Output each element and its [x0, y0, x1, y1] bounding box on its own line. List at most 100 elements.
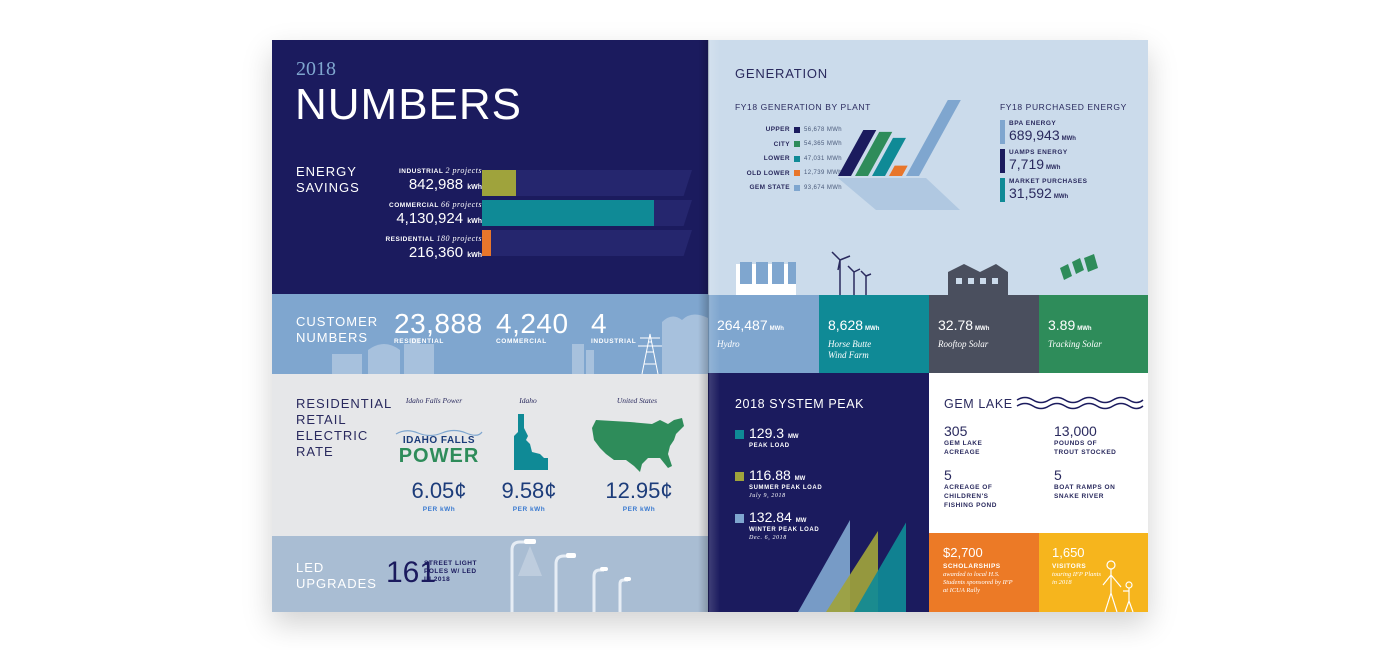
energy-unit: kWh — [467, 252, 482, 259]
customer-numbers-section: CUSTOMER NUMBERS 23,888 RESIDENTIAL 4,24… — [272, 294, 708, 374]
gem-stat-value: 13,000 — [1054, 423, 1097, 439]
gem-lake-title: GEM LAKE — [944, 397, 1013, 411]
customer-stat-value: 4 — [591, 308, 608, 339]
rate-value-us: 12.95¢ — [605, 478, 673, 503]
purchased-value: 689,943 MWh — [1009, 127, 1076, 143]
customer-numbers-label: CUSTOMER NUMBERS — [296, 314, 379, 345]
plant-value: 56,678 MWh — [804, 127, 842, 133]
tile-caption: Tracking Solar — [1048, 339, 1102, 349]
purchased-value-number: 31,592 — [1009, 185, 1052, 201]
peak-label: PEAK LOAD — [749, 443, 790, 449]
tile-value: 32.78 MWh — [938, 317, 989, 333]
customer-stat-industrial: 4 INDUSTRIAL — [591, 308, 636, 345]
plant-name: LOWER — [763, 155, 790, 162]
plant-bar — [855, 131, 893, 176]
purchased-title: FY18 PURCHASED ENERGY — [1000, 102, 1127, 112]
peak-value-number: 116.88 — [749, 467, 791, 483]
energy-unit: kWh — [467, 184, 482, 191]
peak-value: 129.3 MW — [749, 425, 799, 441]
visitors-caption: touring IFP Plants in 2018 — [1052, 571, 1101, 586]
gem-stat-label: ACREAGE OF CHILDREN'S FISHING POND — [944, 484, 997, 509]
energy-bar-residential — [482, 230, 491, 256]
plant-swatch — [794, 126, 800, 133]
rate-value-idaho: 9.58¢ — [501, 478, 557, 503]
visitors-value: 1,650 — [1052, 545, 1085, 560]
generation-section: GENERATION FY18 GENERATION BY PLANT UPPE… — [708, 40, 1148, 295]
purchased-unit: MWh — [1046, 165, 1061, 171]
right-page: GENERATION FY18 GENERATION BY PLANT UPPE… — [708, 40, 1148, 612]
energy-projects: 66 projects — [441, 200, 482, 209]
energy-savings-label: ENERGY SAVINGS — [296, 164, 360, 195]
rate-head-us: United States — [616, 396, 658, 405]
tile-caption: Hydro — [717, 339, 740, 349]
generation-title: GENERATION — [735, 66, 828, 81]
rate-unit-ifp: PER kWh — [422, 506, 456, 513]
tile-rooftop-solar: 32.78 MWh Rooftop Solar — [929, 295, 1039, 373]
street-lights-illustration — [510, 539, 631, 612]
gem-stat-label: GEM LAKE ACREAGE — [944, 440, 983, 456]
generation-icons-row — [736, 251, 1098, 295]
purchased-value-number: 689,943 — [1009, 127, 1060, 143]
energy-category: COMMERCIAL — [389, 202, 439, 209]
tile-caption: Rooftop Solar — [938, 339, 989, 349]
energy-row-label: INDUSTRIAL 2 projects — [372, 166, 482, 175]
peak-triangle — [854, 522, 906, 612]
energy-value-number: 216,360 — [408, 244, 464, 261]
plant-bar — [889, 165, 908, 176]
tile-value-number: 32.78 — [938, 317, 974, 333]
peak-swatch — [735, 472, 744, 481]
scholarships-caption: awarded to local H.S. Students sponsored… — [943, 571, 1013, 594]
energy-row-label: COMMERCIAL 66 projects — [372, 200, 482, 209]
left-page: 2018 NUMBERS ENERGY SAVINGS INDUSTRIAL 2… — [272, 40, 708, 612]
plant-bar — [906, 100, 961, 176]
customer-stat-label: COMMERCIAL — [496, 338, 547, 345]
customer-stat-value: 4,240 — [496, 308, 569, 339]
plant-name: GEM STATE — [749, 184, 790, 191]
purchased-name: UAMPS ENERGY — [1009, 149, 1068, 156]
peak-unit: MW — [794, 476, 806, 482]
energy-unit: kWh — [467, 218, 482, 225]
plant-unit: MWh — [826, 184, 843, 191]
plant-swatch — [794, 141, 800, 147]
plant-value-number: 56,678 — [804, 126, 825, 133]
plant-swatch — [794, 170, 800, 176]
plant-name: CITY — [773, 140, 790, 148]
plant-swatch — [794, 184, 800, 191]
energy-bar-track — [482, 230, 692, 256]
rate-unit-idaho: PER kWh — [512, 506, 546, 513]
peak-swatch — [735, 514, 744, 523]
plant-name: UPPER — [765, 126, 790, 133]
by-plant-title: FY18 GENERATION BY PLANT — [735, 102, 871, 112]
logo-text-top: IDAHO FALLS — [402, 435, 476, 446]
energy-projects: 180 projects — [436, 234, 482, 243]
plant-row: CITY 54,365 MWh — [735, 141, 842, 148]
report-year: 2018 — [296, 58, 336, 80]
plant-row: OLD LOWER 12,739 MWh — [735, 170, 842, 177]
led-upgrades-section: LED UPGRADES 161 STREET LIGHT POLES W/ L… — [272, 536, 708, 612]
skyline-illustration — [332, 314, 708, 374]
plant-row: LOWER 47,031 MWh — [735, 155, 842, 162]
tile-caption: Horse Butte Wind Farm — [828, 339, 872, 360]
peak-triangle — [798, 520, 850, 612]
peak-date: July 9, 2018 — [749, 493, 786, 499]
purchased-name: MARKET PURCHASES — [1009, 178, 1088, 185]
purchased-value: 7,719 MWh — [1009, 156, 1060, 172]
gem-stat-value: 5 — [944, 467, 952, 483]
rate-head-ifp: Idaho Falls Power — [405, 396, 463, 405]
led-upgrades-label: LED UPGRADES — [296, 560, 377, 591]
customer-stat-commercial: 4,240 COMMERCIAL — [496, 308, 569, 345]
annual-report-spread: 2018 NUMBERS ENERGY SAVINGS INDUSTRIAL 2… — [272, 40, 1148, 612]
energy-row-label: RESIDENTIAL 180 projects — [372, 234, 482, 243]
us-map-icon — [592, 418, 684, 472]
purchased-value-number: 7,719 — [1009, 156, 1045, 172]
energy-category: RESIDENTIAL — [385, 236, 435, 243]
peak-value: 132.84 MW — [749, 509, 806, 525]
plant-unit: MWh — [826, 170, 843, 176]
plant-unit: MWh — [826, 155, 843, 162]
page-title: NUMBERS — [295, 80, 523, 129]
rate-head-idaho: Idaho — [519, 396, 537, 405]
logo-text-bottom: POWER — [398, 445, 480, 467]
gem-stat-value: 305 — [944, 423, 968, 439]
tile-value-number: 3.89 — [1048, 317, 1076, 333]
purchased-swatch — [1000, 149, 1005, 173]
